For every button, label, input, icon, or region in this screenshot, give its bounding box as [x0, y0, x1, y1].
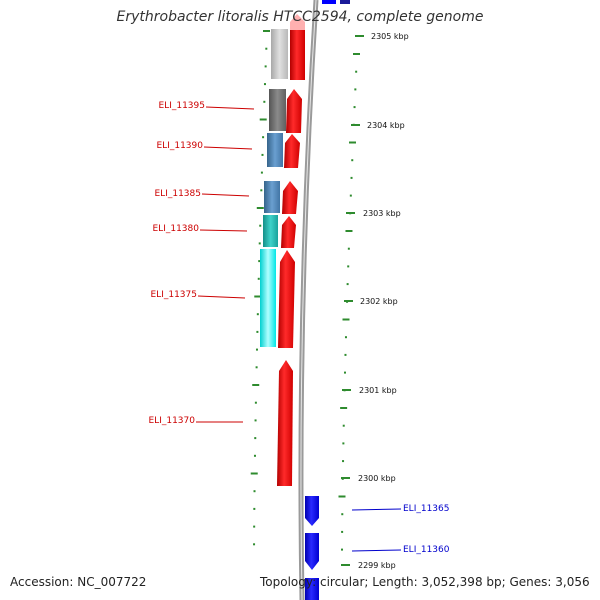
tick-mark: [341, 513, 344, 516]
tick-mark: [254, 295, 262, 298]
tick-mark: [257, 277, 260, 280]
tick-mark: [338, 495, 346, 498]
gene-arrow-ELI-11395[interactable]: [286, 89, 302, 133]
tick-mark: [344, 353, 347, 356]
tick-mark: [254, 401, 257, 404]
cog-block-cyan: [260, 249, 276, 347]
cog-block-gray-light: [271, 29, 288, 79]
tick-mark: [342, 442, 345, 445]
tick-mark: [347, 265, 350, 268]
tick-mark: [256, 330, 259, 333]
tick-mark: [262, 136, 265, 139]
kbp-label: 2300 kbp: [358, 474, 396, 483]
tick-mark: [344, 336, 347, 339]
tick-mark: [354, 88, 357, 91]
accession-text: Accession: NC_007722: [10, 575, 147, 589]
gene-arrow-ELI-11385[interactable]: [282, 181, 298, 214]
tick-mark: [253, 490, 256, 493]
cog-block-teal: [263, 215, 278, 247]
tick-mark: [253, 454, 256, 457]
gene-label-ELI-11375[interactable]: ELI_11375: [151, 290, 198, 300]
gene-arrow-ELI-11365[interactable]: [305, 496, 319, 526]
cog-block-gray-dark: [269, 89, 286, 131]
kbp-label: 2301 kbp: [359, 386, 397, 395]
gene-label-ELI-11395[interactable]: ELI_11395: [159, 101, 206, 111]
gene-arrow-top-stub[interactable]: [322, 0, 336, 4]
cog-block-steelblue-1: [267, 133, 283, 167]
kbp-label: 2305 kbp: [371, 32, 409, 41]
topology-text: Topology: circular; Length: 3,052,398 bp…: [260, 575, 590, 589]
tick-mark: [255, 366, 258, 369]
tick-mark: [341, 530, 344, 533]
tick-mark: [263, 83, 266, 86]
tick-mark: [253, 525, 256, 528]
tick-mark: [260, 189, 263, 192]
gene-label-ELI-11365[interactable]: ELI_11365: [403, 504, 450, 514]
gene-label-ELI-11390[interactable]: ELI_11390: [157, 141, 204, 151]
tick-mark: [254, 419, 257, 422]
gene-label-ELI-11360[interactable]: ELI_11360: [403, 545, 450, 555]
gene-arrow-ELI-11380[interactable]: [281, 216, 296, 248]
gene-arrow-ELI-11360[interactable]: [305, 533, 319, 570]
tick-mark: [346, 283, 349, 286]
genome-backbone-highlight: [300, 0, 317, 600]
tick-mark: [342, 318, 350, 321]
gene-label-ELI-11370[interactable]: ELI_11370: [149, 416, 196, 426]
tick-mark: [258, 242, 261, 245]
tick-mark: [350, 176, 353, 179]
tick-mark: [261, 153, 264, 156]
tick-mark: [256, 313, 259, 316]
tick-mark: [351, 159, 354, 162]
tick-mark: [258, 260, 261, 263]
tick-mark: [347, 247, 350, 250]
tick-mark: [256, 207, 264, 209]
tick-mark: [342, 424, 345, 427]
map-title: Erythrobacter litoralis HTCC2594, comple…: [116, 9, 484, 25]
gene-arrow-bottom-stub[interactable]: [305, 578, 319, 600]
tick-mark: [253, 543, 256, 546]
cog-block-steelblue-2: [264, 181, 280, 213]
tick-mark: [353, 53, 360, 55]
tick-mark: [265, 47, 268, 50]
tick-mark: [259, 224, 262, 227]
tick-mark: [259, 118, 267, 121]
tick-mark: [343, 371, 346, 374]
tick-mark: [348, 141, 356, 144]
gene-label-ELI-11385[interactable]: ELI_11385: [155, 189, 202, 199]
tick-mark: [252, 384, 260, 386]
tick-mark: [340, 407, 348, 409]
tick-marks-left: [250, 30, 270, 546]
tick-mark: [342, 460, 345, 463]
gene-arrow-ELI-11390[interactable]: [284, 134, 300, 168]
tick-mark: [255, 348, 258, 351]
gene-arrow-ELI-11375[interactable]: [278, 250, 295, 348]
tick-mark: [349, 194, 352, 197]
tick-mark: [254, 437, 257, 440]
tick-mark: [341, 548, 344, 551]
gene-label-ELI-11380[interactable]: ELI_11380: [153, 224, 200, 234]
gene-arrow-top-stub-2[interactable]: [340, 0, 350, 4]
tick-mark: [250, 472, 258, 475]
gene-labels-right: ELI_11365 ELI_11360: [351, 504, 450, 555]
tick-mark: [263, 100, 266, 103]
tick-mark: [345, 230, 353, 232]
kbp-label: 2302 kbp: [360, 297, 398, 306]
tick-mark: [355, 70, 358, 73]
kbp-scale: 2305 kbp 2304 kbp 2303 kbp 2302 kbp 2301…: [341, 32, 409, 570]
kbp-label: 2299 kbp: [358, 561, 396, 570]
kbp-label: 2303 kbp: [363, 209, 401, 218]
tick-mark: [353, 106, 356, 109]
gene-arrow-ELI-11370[interactable]: [277, 360, 293, 486]
tick-mark: [253, 507, 256, 510]
tick-mark: [263, 30, 270, 32]
gene-arrow-ELI-11400[interactable]: [290, 30, 305, 80]
kbp-label: 2304 kbp: [367, 121, 405, 130]
gene-labels-left: ELI_11395 ELI_11390 ELI_11385 ELI_11380 …: [149, 101, 255, 426]
tick-mark: [264, 65, 267, 68]
tick-mark: [260, 171, 263, 174]
